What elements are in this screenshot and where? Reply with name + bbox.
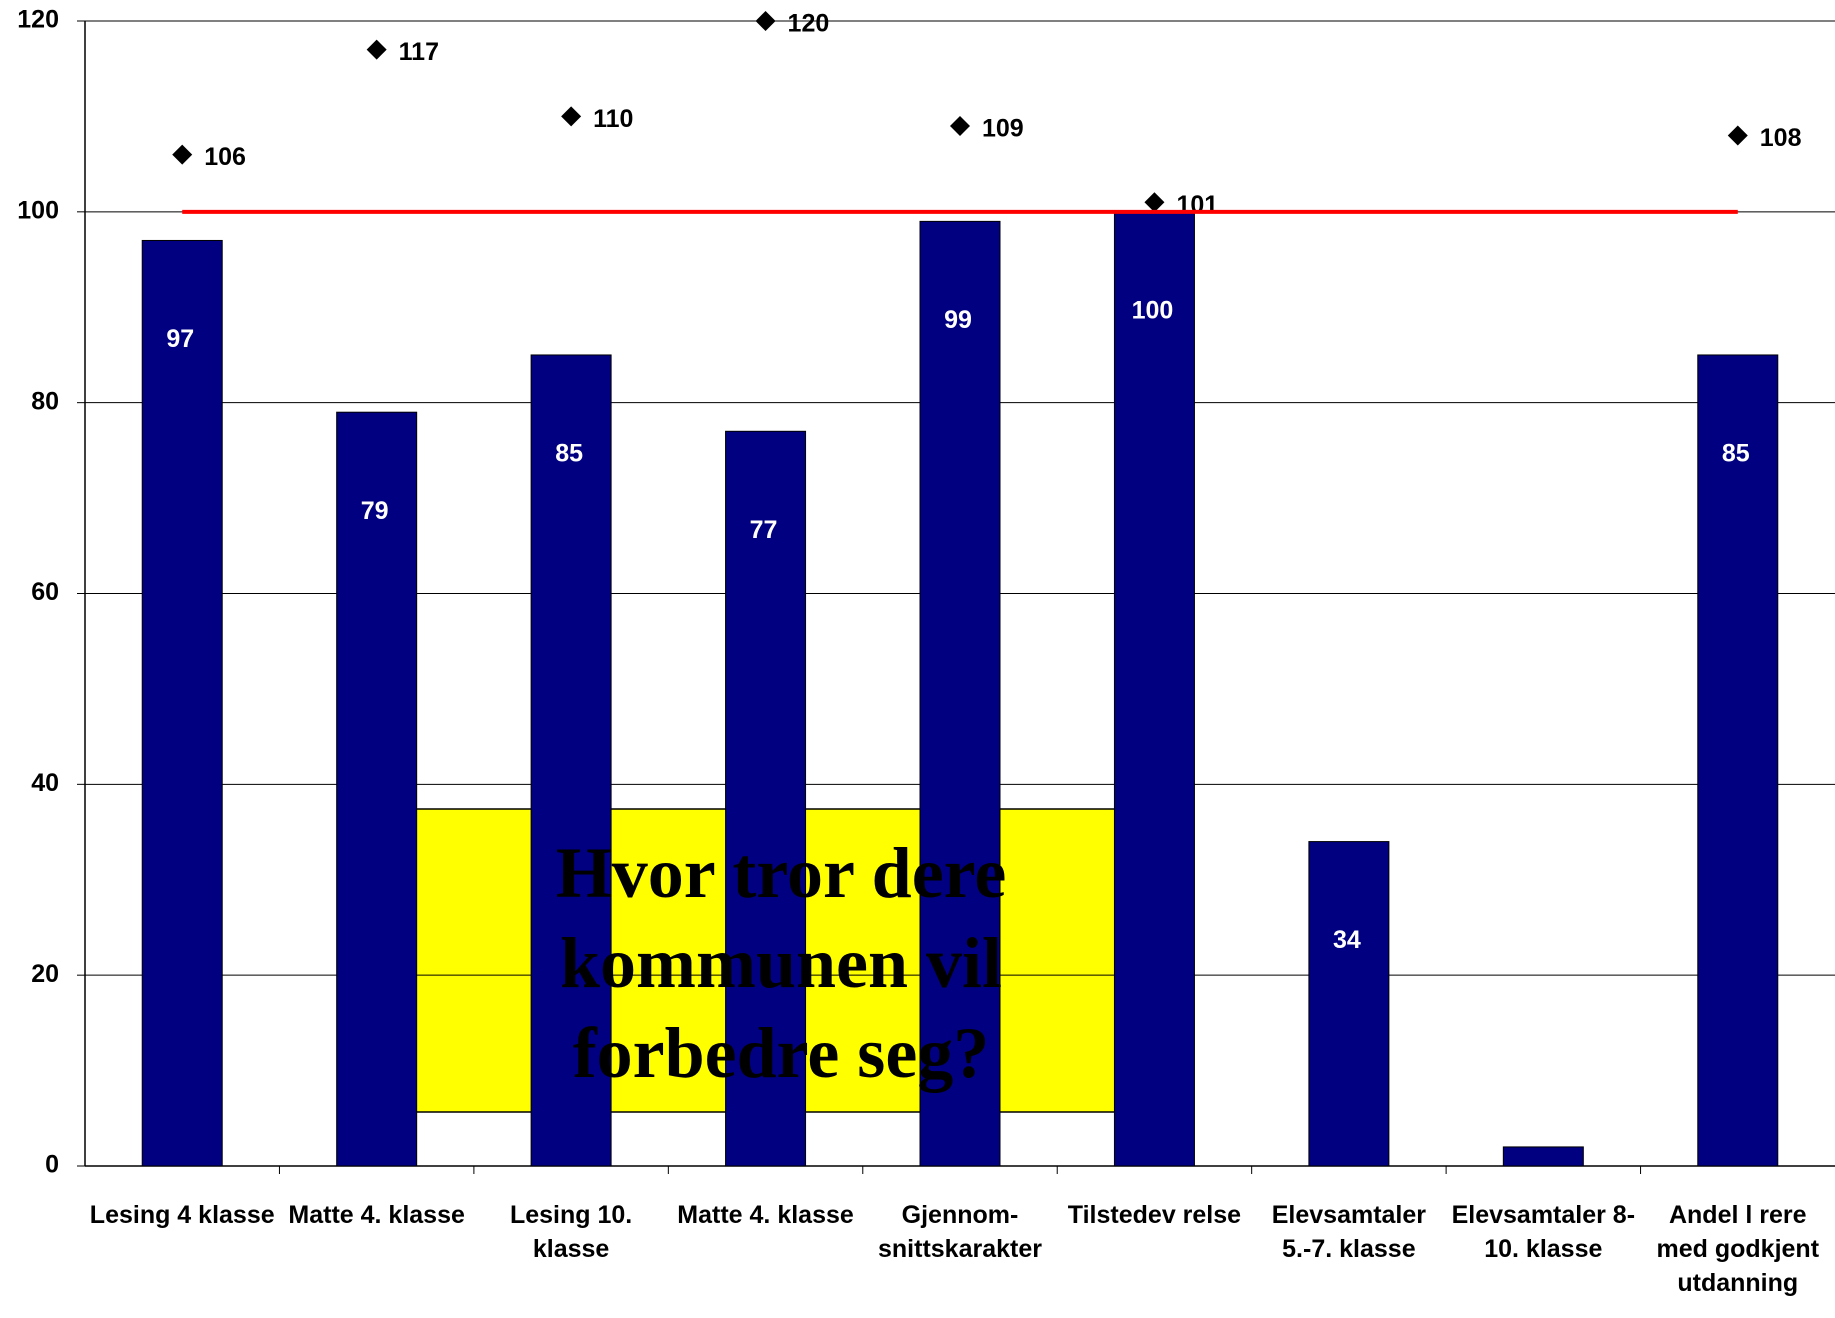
data-label: 85 [1722, 440, 1750, 468]
bar [1697, 354, 1779, 1167]
y-tick-label: 20 [31, 960, 59, 988]
x-tick-label: Andel l rere med godkjent utdanning [1657, 1201, 1820, 1297]
marker-label: 106 [204, 143, 246, 171]
data-label: 99 [944, 306, 972, 334]
annotation: Hvor tror dere kommunen vil forbedre seg? [556, 833, 1007, 1093]
marker-label: 120 [788, 10, 830, 38]
y-tick-label: 40 [31, 769, 59, 797]
bar [1308, 841, 1390, 1167]
marker-label: 109 [982, 115, 1024, 143]
y-tick-label: 120 [17, 6, 59, 34]
data-label: 97 [166, 325, 194, 353]
x-tick-label: Elevsamtaler 5.-7. klasse [1272, 1201, 1427, 1263]
bar [530, 354, 612, 1167]
marker-label: 110 [593, 105, 633, 133]
bar [336, 411, 418, 1167]
y-tick-label: 100 [17, 196, 59, 224]
bar [725, 430, 807, 1167]
y-tick-label: 0 [45, 1151, 59, 1179]
marker [1727, 125, 1748, 146]
data-label: 100 [1132, 296, 1174, 324]
x-tick-label: Gjennom-snittskarakter [878, 1201, 1042, 1263]
data-label: 77 [750, 516, 778, 544]
marker [172, 144, 193, 165]
y-tick-label: 80 [31, 387, 59, 415]
y-tick-label: 60 [31, 578, 59, 606]
x-tick-label: Lesing 10. klasse [510, 1201, 632, 1263]
bar [141, 239, 223, 1167]
marker-label: 117 [399, 38, 439, 66]
x-tick-label: Elevsamtaler 8-10. klasse [1452, 1201, 1635, 1263]
x-tick-label: Lesing 4 klasse [90, 1201, 275, 1229]
bar [1502, 1146, 1584, 1167]
data-label: 34 [1333, 926, 1361, 954]
x-tick-label: Matte 4. klasse [288, 1201, 465, 1229]
marker-label: 101 [1176, 191, 1218, 219]
x-tick-label: Tilstedev relse [1068, 1201, 1241, 1229]
marker [1144, 192, 1165, 213]
marker [561, 106, 582, 127]
data-label: 85 [555, 440, 583, 468]
data-label: 79 [361, 497, 389, 525]
marker-label: 108 [1760, 124, 1802, 152]
marker [755, 11, 776, 31]
marker [366, 39, 387, 60]
x-tick-label: Matte 4. klasse [677, 1201, 854, 1229]
bar [1113, 211, 1195, 1167]
marker [950, 115, 970, 136]
bar [919, 220, 1001, 1167]
